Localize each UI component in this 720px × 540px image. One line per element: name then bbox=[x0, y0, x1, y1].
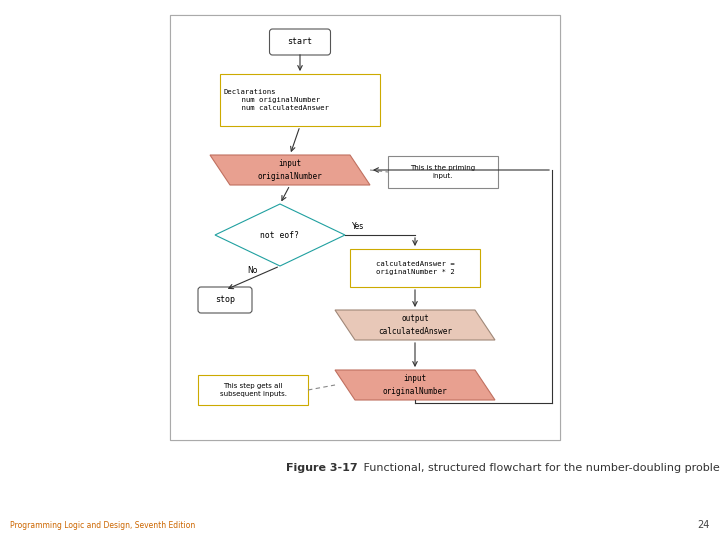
Text: input
originalNumber: input originalNumber bbox=[258, 159, 323, 181]
Text: not eof?: not eof? bbox=[261, 231, 300, 240]
Text: output
calculatedAnswer: output calculatedAnswer bbox=[378, 314, 452, 336]
Polygon shape bbox=[335, 370, 495, 400]
Text: This is the priming
input.: This is the priming input. bbox=[410, 165, 476, 179]
Text: calculatedAnswer =
originalNumber * 2: calculatedAnswer = originalNumber * 2 bbox=[376, 261, 454, 275]
Text: input
originalNumber: input originalNumber bbox=[382, 374, 447, 396]
Text: No: No bbox=[247, 266, 257, 275]
Bar bbox=[170, 15, 560, 440]
Polygon shape bbox=[335, 310, 495, 340]
Bar bbox=[198, 375, 308, 405]
Polygon shape bbox=[210, 155, 370, 185]
Bar bbox=[388, 156, 498, 188]
Text: Yes: Yes bbox=[352, 222, 364, 231]
Text: Programming Logic and Design, Seventh Edition: Programming Logic and Design, Seventh Ed… bbox=[10, 521, 195, 530]
FancyBboxPatch shape bbox=[269, 29, 330, 55]
Text: start: start bbox=[287, 37, 312, 46]
Bar bbox=[170, 15, 560, 440]
Text: 24: 24 bbox=[698, 520, 710, 530]
FancyBboxPatch shape bbox=[198, 287, 252, 313]
Text: Figure 3-17: Figure 3-17 bbox=[287, 463, 358, 473]
Bar bbox=[220, 74, 380, 126]
Text: Declarations
    num originalNumber
    num calculatedAnswer: Declarations num originalNumber num calc… bbox=[224, 89, 329, 111]
Polygon shape bbox=[215, 204, 345, 266]
Text: Functional, structured flowchart for the number-doubling problem: Functional, structured flowchart for the… bbox=[360, 463, 720, 473]
Text: This step gets all
subsequent inputs.: This step gets all subsequent inputs. bbox=[220, 383, 287, 397]
Text: stop: stop bbox=[215, 295, 235, 305]
Bar bbox=[350, 249, 480, 287]
